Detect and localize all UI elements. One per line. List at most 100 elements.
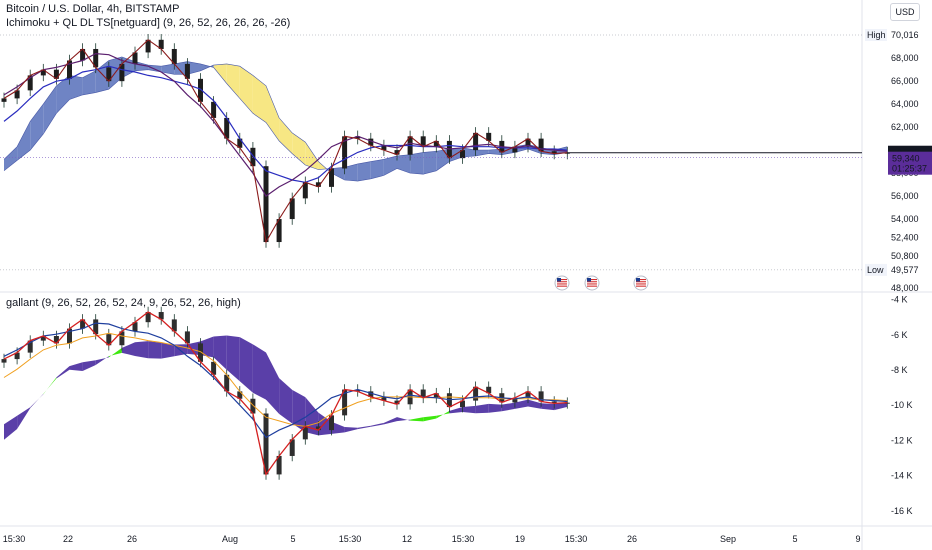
candle-body [211, 101, 217, 118]
ichimoku-cloud-segment-edge-b [3, 63, 568, 182]
candle-body [158, 39, 164, 49]
candle-body [14, 90, 20, 99]
gallant-cloud-segment [95, 356, 109, 365]
gallant-cloud-segment [82, 360, 96, 372]
osc-candle-body [119, 331, 125, 346]
ichimoku-cloud-segment [252, 75, 266, 123]
candle-body [106, 67, 112, 82]
ichimoku-cloud-segment [213, 63, 227, 84]
gallant-cloud-segment [226, 335, 240, 382]
low-label: Low [867, 265, 884, 275]
time-tick-label: Sep [720, 534, 736, 544]
osc-candle-body [132, 322, 138, 332]
candle-body [473, 132, 479, 151]
price-pane [0, 34, 862, 248]
gallant-cloud-segment [423, 415, 437, 422]
osc-candle-body [184, 331, 190, 344]
osc-candle-body [368, 391, 374, 397]
high-label-box [865, 29, 887, 42]
flag-stripe [587, 285, 597, 287]
gallant-cloud-segment [501, 402, 515, 412]
gallant-cloud-segment [370, 422, 384, 427]
candle-body [132, 52, 138, 64]
osc-candle-body [460, 400, 465, 408]
gallant-cloud-segment [383, 417, 397, 425]
candle-body [315, 182, 321, 187]
ichimoku-cloud-segment [266, 85, 280, 141]
candle-body [93, 48, 99, 68]
gallant-cloud-segment [187, 341, 201, 356]
ichimoku-cloud-segment [30, 104, 44, 151]
ichimoku-cloud-segment [226, 63, 240, 99]
price-tick-label: 62,000 [891, 122, 919, 132]
flag-stripe [636, 285, 646, 287]
candle-body [420, 136, 426, 147]
gallant-cloud-segment [69, 362, 83, 372]
candle-body [512, 146, 518, 153]
event-markers[interactable] [554, 275, 649, 291]
indicator-title-gallant[interactable]: gallant (9, 26, 52, 26, 52, 24, 9, 26, 5… [6, 297, 241, 309]
us-flag-icon[interactable] [554, 275, 570, 291]
gallant-cloud-segment [462, 405, 476, 414]
ichimoku-cloud-segment [383, 155, 397, 176]
osc-candle-body [512, 397, 518, 403]
indicator-title-ichimoku[interactable]: Ichimoku + QL DL TS[netguard] (9, 26, 52… [6, 17, 291, 29]
candle-body [67, 60, 72, 79]
candle-body [551, 151, 557, 154]
gallant-cloud-segment [541, 403, 555, 411]
ichimoku-cloud-segment [187, 61, 201, 75]
ichimoku-cloud-segment [239, 66, 253, 114]
osc-candle-body [67, 328, 72, 344]
gallant-cloud-segment [200, 336, 214, 358]
gallant-cloud-segment [292, 389, 306, 433]
candle-body [486, 132, 492, 141]
us-flag-icon[interactable] [633, 275, 649, 291]
time-tick-label: 15:30 [339, 534, 362, 544]
ichimoku-cloud-segment [82, 70, 96, 95]
osc-candle-body [171, 319, 177, 332]
close-line [3, 39, 568, 244]
osc-candle-body [198, 343, 203, 362]
candle-body [289, 198, 295, 220]
ichimoku-cloud-segment [121, 57, 135, 78]
ichimoku-cloud-segment [43, 85, 57, 135]
ichimoku-cloud-segment [4, 146, 18, 171]
price-tick-label: 56,000 [891, 191, 919, 201]
candle-body [53, 69, 59, 79]
time-tick-label: Aug [222, 534, 238, 544]
us-flag-icon[interactable] [584, 275, 600, 291]
gallant-cloud-segment [436, 410, 450, 419]
gallant-cloud-segment [4, 415, 18, 440]
ichimoku-cloud-segment [410, 152, 424, 175]
flag-stripe [557, 279, 567, 281]
flag-canton [587, 278, 591, 282]
gallant-cloud-segment [528, 399, 542, 409]
price-tick-label: 64,000 [891, 99, 919, 109]
osc-candle-body [473, 386, 479, 401]
gallant-cloud-segment [252, 344, 266, 400]
osc-candle-body [80, 319, 86, 329]
gallant-cloud-segment [279, 378, 293, 424]
gallant-cloud-segment [554, 401, 568, 411]
time-tick-label: 9 [855, 534, 860, 544]
osc-tick-label: -10 K [891, 400, 913, 410]
flag-stripe [587, 281, 597, 283]
osc-candle-body [158, 312, 164, 320]
osc-candle-body [14, 352, 20, 360]
oscillator-pane [1, 306, 570, 480]
flag-stripe [557, 281, 567, 283]
currency-button[interactable]: USD [890, 3, 920, 21]
osc-candle-body [551, 401, 557, 404]
candle-body [224, 117, 230, 139]
flag-canton [636, 278, 640, 282]
flag-stripe [636, 279, 646, 281]
osc-tick-label: -6 K [891, 330, 908, 340]
candle-body [460, 150, 465, 159]
ichimoku-cloud-segment [423, 151, 437, 175]
time-tick-label: 15:30 [452, 534, 475, 544]
candle-body [368, 138, 374, 146]
osc-candle-body [433, 393, 439, 398]
candle-body [342, 136, 348, 169]
ichimoku-cloud-segment [56, 75, 70, 114]
